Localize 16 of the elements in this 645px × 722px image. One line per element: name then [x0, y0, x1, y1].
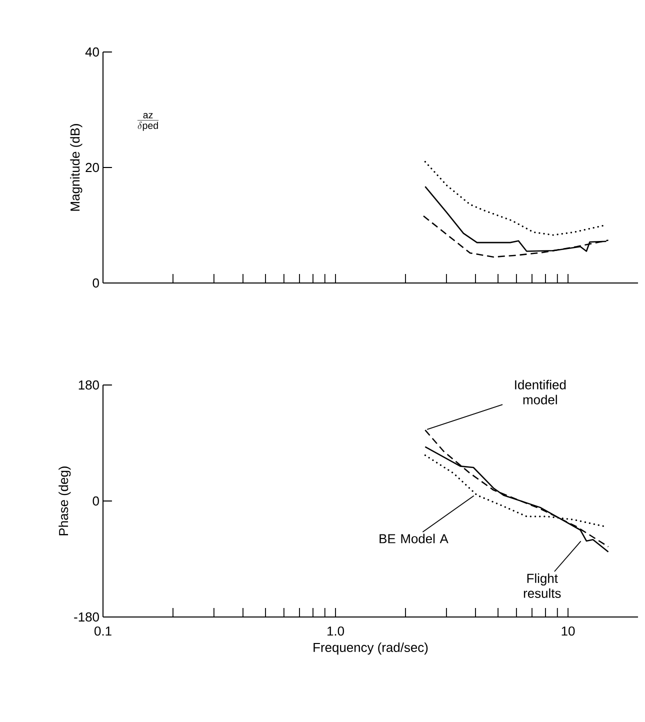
x-tick-label: 10 — [562, 626, 575, 636]
y-tick-label: -180 — [74, 612, 99, 622]
annotation: $\frac{\mathrm{az}}{\delta\mathrm{ped}}$ — [137, 113, 159, 131]
y-tick-label: 180 — [78, 380, 99, 390]
x-axis-title: Frequency (rad/sec) — [314, 642, 428, 655]
annotation: Identified model — [515, 380, 566, 404]
x-tick-label: 1.0 — [327, 626, 344, 636]
annotation: Flight results — [524, 573, 561, 598]
x-tick-label: 0.1 — [94, 626, 112, 636]
y-axis-title: Phase (deg) — [58, 466, 71, 536]
annotation: BE Model A — [380, 534, 448, 544]
y-tick-label: 0 — [92, 496, 99, 506]
y-axis-title: Magnitude (dB) — [70, 124, 82, 211]
y-tick-label: 40 — [85, 47, 99, 57]
y-tick-label: 20 — [86, 162, 99, 172]
y-tick-label: 0 — [92, 278, 99, 288]
